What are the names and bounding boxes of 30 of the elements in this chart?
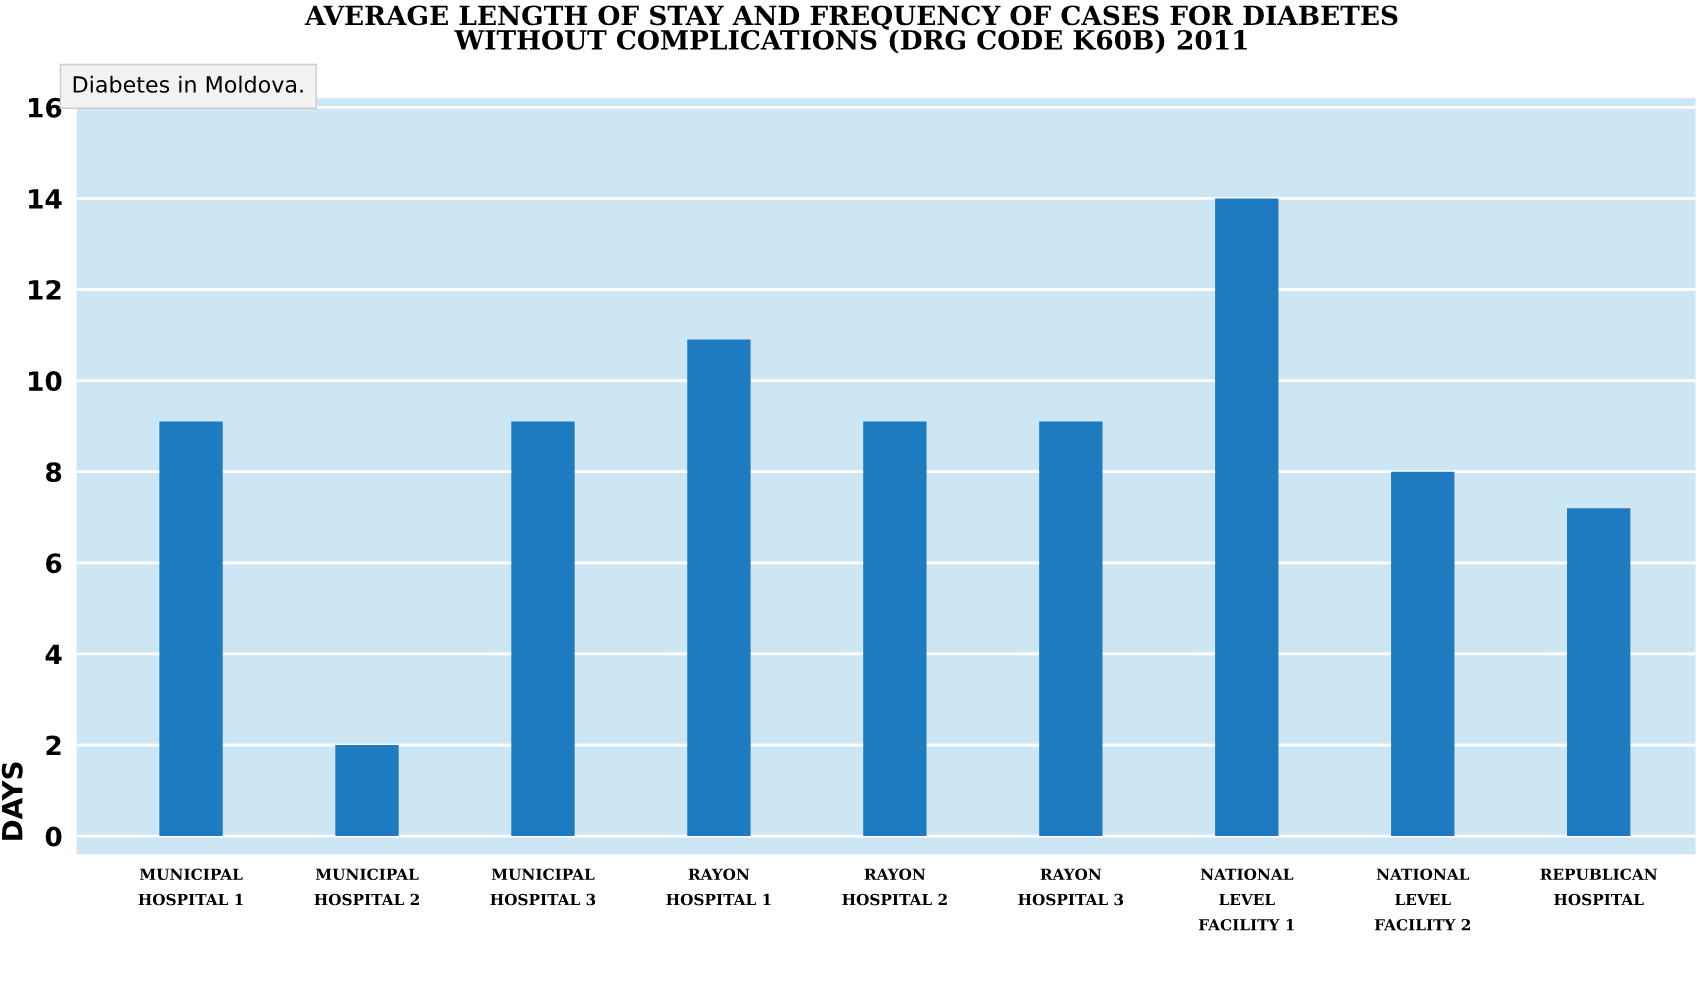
bar [335, 745, 399, 837]
bar [159, 421, 223, 837]
x-tick-label: RAYON HOSPITAL 2 [842, 868, 947, 906]
y-tick-label: 6 [46, 553, 62, 574]
y-tick-label: 0 [45, 826, 62, 847]
bar [1567, 508, 1631, 837]
x-tick-label: REPUBLICAN HOSPITAL [1540, 868, 1658, 906]
bar [511, 421, 575, 837]
chart-title: AVERAGE LENGTH OF STAY AND FREQUENCY OF CASES FOR DIABETES WITHOUT COMPLICATIONS (DRG CODE K60B) 2011 [304, 5, 1398, 54]
text: Diabetes in Moldova. [73, 75, 303, 93]
bar [1215, 198, 1279, 837]
y-tick-label: 10 [29, 371, 62, 392]
y-tick-label: 2 [46, 735, 61, 756]
y-tick-label: 4 [45, 644, 62, 664]
x-tick-label: NATIONAL LEVEL FACILITY 1 [1198, 868, 1294, 931]
y-axis-title: DAYS [1, 762, 23, 840]
bar [863, 421, 927, 837]
bar [687, 339, 751, 837]
bar [1391, 471, 1455, 837]
x-tick-label: RAYON HOSPITAL 3 [1018, 868, 1124, 906]
x-tick-label: MUNICIPAL HOSPITAL 1 [138, 868, 243, 906]
x-tick-label: MUNICIPAL HOSPITAL 2 [314, 868, 419, 906]
y-tick-label: 12 [29, 279, 61, 300]
y-tick-label: 16 [29, 97, 62, 118]
y-tick-label: 14 [29, 189, 62, 209]
x-tick-label: RAYON HOSPITAL 1 [666, 868, 771, 906]
x-tick-label: MUNICIPAL HOSPITAL 3 [490, 868, 596, 906]
x-tick-label: NATIONAL LEVEL FACILITY 2 [1374, 868, 1470, 931]
bar [1039, 421, 1103, 837]
y-tick-label: 8 [46, 462, 62, 483]
